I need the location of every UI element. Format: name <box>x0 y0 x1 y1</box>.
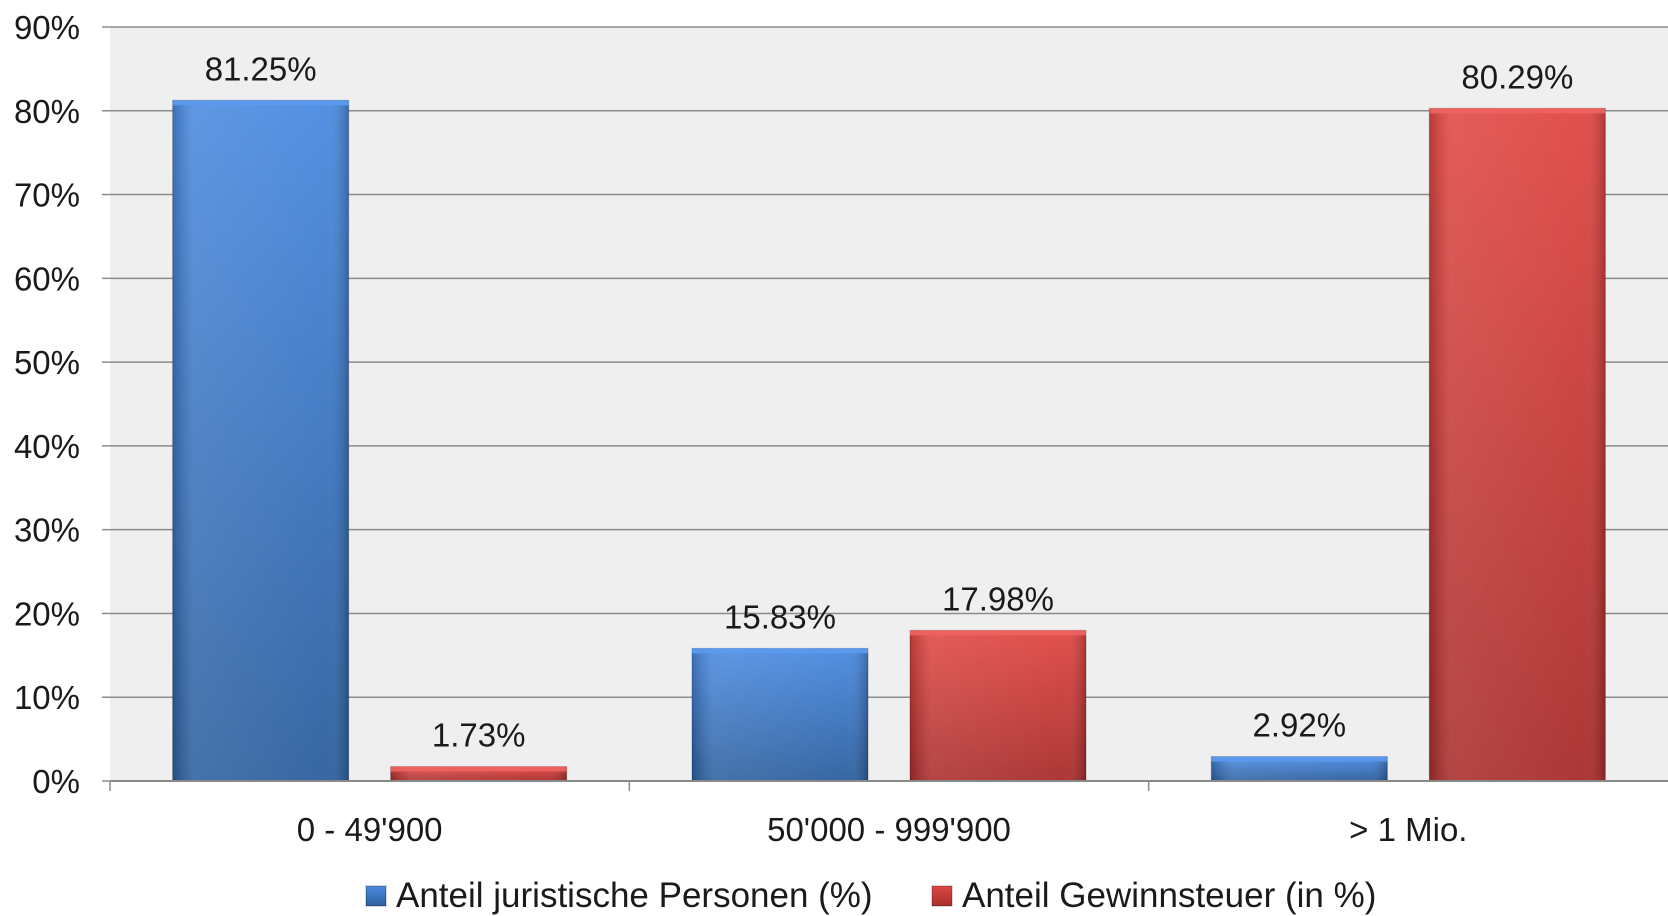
bar-top-highlight <box>1429 108 1606 114</box>
y-tick-label: 80% <box>14 93 80 130</box>
legend-label: Anteil juristische Personen (%) <box>396 876 873 915</box>
data-label: 1.73% <box>432 717 526 754</box>
x-tick-label: 0 - 49'900 <box>297 811 443 848</box>
bars <box>172 99 1606 782</box>
y-tick-label: 20% <box>14 595 80 632</box>
bar-shading <box>1429 108 1606 782</box>
y-tick-label: 60% <box>14 260 80 297</box>
legend-swatch <box>365 885 387 907</box>
data-label: 81.25% <box>205 50 317 87</box>
y-tick-label: 40% <box>14 428 80 465</box>
data-labels: 81.25% 1.73% 15.83% 17.98% 2.92% 80.29% <box>205 50 1574 753</box>
y-tick-label: 0% <box>32 763 80 800</box>
y-tick-label: 30% <box>14 512 80 549</box>
data-label: 17.98% <box>942 580 1054 617</box>
y-tick-label: 10% <box>14 679 80 716</box>
gridlines <box>110 26 1668 698</box>
data-label: 80.29% <box>1461 58 1573 95</box>
y-tick-label: 90% <box>14 9 80 46</box>
bar-top-highlight <box>172 100 349 106</box>
data-label: 15.83% <box>724 598 836 635</box>
y-tick-label: 70% <box>14 177 80 214</box>
legend-swatch <box>931 885 953 907</box>
x-tick-label: > 1 Mio. <box>1349 811 1467 848</box>
plot-area <box>110 27 1668 781</box>
bar-shading <box>910 630 1086 781</box>
y-axis-ticks: 0% 10% 20% 30% 40% 50% 60% 70% 80% 90% <box>14 9 110 800</box>
y-tick-label: 50% <box>14 344 80 381</box>
bar-top-highlight <box>910 630 1086 636</box>
legend: Anteil juristische Personen (%) Anteil Ge… <box>365 876 1376 915</box>
x-tick-label: 50'000 - 999'900 <box>767 811 1011 848</box>
bar-shading <box>692 648 868 781</box>
bar-top-highlight <box>1211 756 1388 762</box>
bar-top-highlight <box>390 766 567 772</box>
x-axis-ticks: 0 - 49'900 50'000 - 999'900 > 1 Mio. <box>109 781 1467 848</box>
bar-top-highlight <box>692 648 868 654</box>
legend-label: Anteil Gewinnsteuer (in %) <box>962 876 1376 915</box>
bar-shading <box>172 100 349 782</box>
data-label: 2.92% <box>1253 707 1347 744</box>
